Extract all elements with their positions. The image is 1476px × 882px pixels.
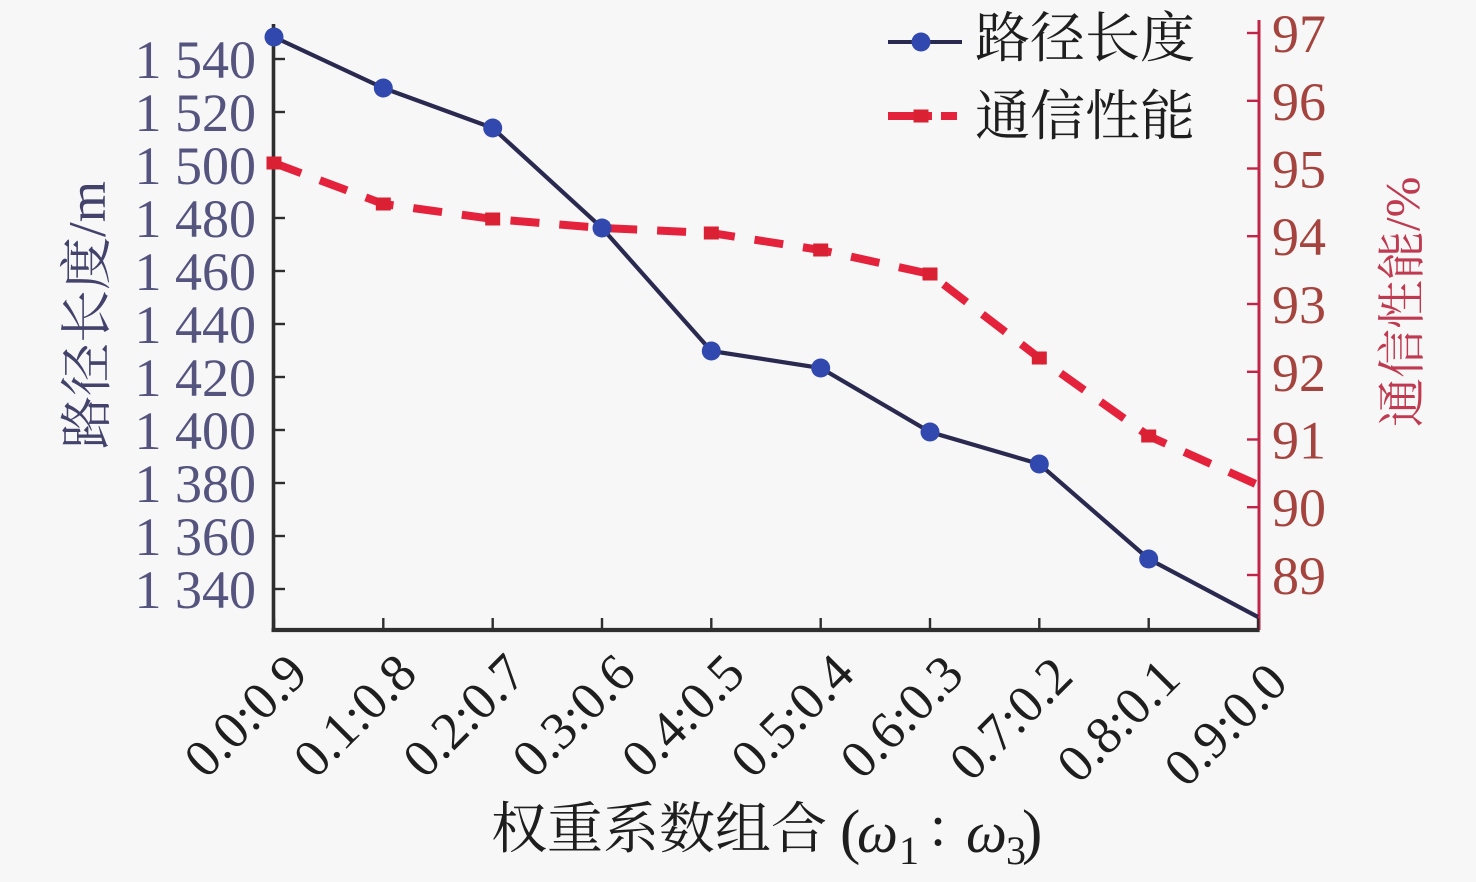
- svg-text:1 400: 1 400: [135, 401, 257, 461]
- svg-text:/%: /%: [1375, 177, 1430, 231]
- svg-text:1 440: 1 440: [135, 295, 257, 355]
- svg-text:91: 91: [1272, 411, 1326, 471]
- svg-text:(: (: [840, 799, 860, 866]
- svg-text:3: 3: [1006, 828, 1026, 873]
- svg-text:94: 94: [1272, 207, 1326, 267]
- svg-text:89: 89: [1272, 546, 1326, 606]
- svg-text:90: 90: [1272, 478, 1326, 538]
- svg-text:1 420: 1 420: [135, 348, 257, 408]
- svg-text:97: 97: [1272, 4, 1326, 64]
- svg-text:1 360: 1 360: [135, 507, 257, 567]
- svg-text:1: 1: [899, 828, 919, 873]
- svg-text:96: 96: [1272, 72, 1326, 132]
- svg-text:): ): [1022, 799, 1042, 866]
- svg-text:/m: /m: [59, 181, 117, 237]
- svg-text:1 340: 1 340: [135, 560, 257, 620]
- svg-text:1 500: 1 500: [135, 136, 257, 196]
- svg-text:93: 93: [1272, 275, 1326, 335]
- svg-text:1 520: 1 520: [135, 83, 257, 143]
- svg-text:95: 95: [1272, 140, 1326, 200]
- svg-text:ω: ω: [966, 800, 1007, 865]
- svg-text:92: 92: [1272, 343, 1326, 403]
- svg-text:ω: ω: [857, 800, 898, 865]
- svg-text::: :: [930, 793, 946, 858]
- svg-text:1 540: 1 540: [135, 30, 257, 90]
- svg-text:1 380: 1 380: [135, 454, 257, 514]
- svg-text:1 460: 1 460: [135, 242, 257, 302]
- svg-text:1 480: 1 480: [135, 189, 257, 249]
